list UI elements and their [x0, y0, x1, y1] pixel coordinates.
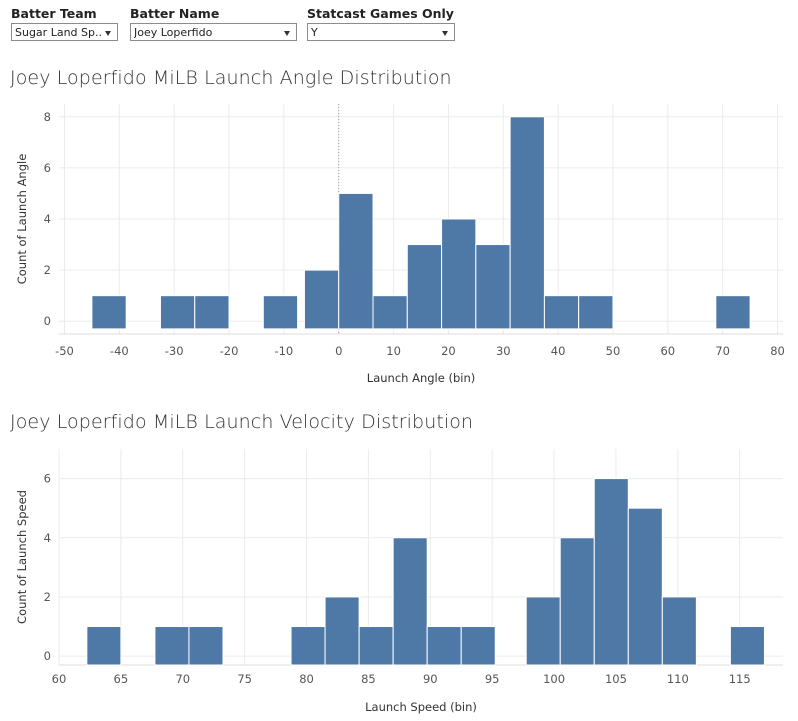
x-tick-label: -50 [55, 344, 74, 358]
histogram-bar [392, 537, 428, 666]
x-tick-label: 110 [667, 672, 689, 686]
y-tick-label: 4 [44, 531, 51, 545]
histogram-bar [358, 626, 394, 666]
histogram-bar [460, 626, 496, 666]
x-tick-label: 70 [175, 672, 190, 686]
launch-angle-histogram: -50 -40 -30 -20 -10 0 10 20 30 40 50 60 70 80 0 2 4 6 8 Lau… [15, 104, 785, 385]
y-tick-label: 0 [44, 649, 51, 663]
batter-name-label: Batter Name [130, 6, 220, 21]
y-tick-label: 0 [44, 314, 51, 328]
histogram-bar [154, 626, 190, 666]
batter-team-filter: Batter Team Sugar Land Sp... [11, 5, 118, 41]
x-tick-label: 105 [605, 672, 627, 686]
x-tick-label: -10 [274, 344, 293, 358]
x-tick-label: 100 [543, 672, 565, 686]
histogram-bar [661, 596, 697, 666]
histogram-bar [578, 295, 614, 330]
x-tick-label: 75 [237, 672, 252, 686]
x-tick-label: 85 [361, 672, 376, 686]
histogram-bar [338, 192, 374, 330]
launch-angle-chart-title: Joey Loperfido MiLB Launch Angle Distrib… [10, 67, 452, 89]
y-tick-label: 2 [44, 263, 51, 277]
batter-team-select[interactable]: Sugar Land Sp... [11, 23, 118, 41]
x-tick-label: 80 [770, 344, 785, 358]
x-tick-label: 80 [299, 672, 314, 686]
x-tick-label: -30 [165, 344, 184, 358]
statcast-games-filter: Statcast Games Only Y [307, 5, 455, 41]
histogram-bar [86, 626, 122, 666]
y-tick-label: 8 [44, 110, 51, 124]
x-axis-title: Launch Speed (bin) [365, 700, 477, 714]
histogram-bar [627, 507, 663, 666]
x-tick-label: 65 [114, 672, 129, 686]
histogram-bar [262, 295, 299, 330]
batter-name-filter: Batter Name Joey Loperfido [130, 5, 297, 41]
histogram-bar [91, 295, 127, 330]
x-tick-label: -20 [220, 344, 239, 358]
x-tick-label: 90 [423, 672, 438, 686]
y-axis-title: Count of Launch Speed [15, 490, 29, 624]
histogram-bar [290, 626, 326, 666]
statcast-games-label: Statcast Games Only [307, 6, 454, 21]
batter-name-value: Joey Loperfido [134, 26, 213, 39]
histogram-bar [509, 116, 545, 330]
x-tick-label: 60 [52, 672, 67, 686]
x-tick-label: 30 [496, 344, 511, 358]
statcast-games-select[interactable]: Y [307, 23, 455, 41]
x-tick-label: 115 [729, 672, 751, 686]
histogram-bar [559, 537, 595, 666]
y-axis-title: Count of Launch Angle [15, 154, 29, 285]
x-axis-title: Launch Angle (bin) [367, 371, 475, 385]
x-tick-label: -40 [110, 344, 129, 358]
chevron-down-icon [105, 31, 111, 36]
histogram-bar [593, 478, 629, 666]
x-tick-label: 95 [485, 672, 500, 686]
histogram-bar [159, 295, 196, 330]
chevron-down-icon [442, 31, 448, 36]
batter-team-label: Batter Team [11, 6, 97, 21]
histogram-bar [324, 596, 360, 666]
histogram-bar [525, 596, 561, 666]
x-tick-label: 60 [660, 344, 675, 358]
x-tick-label: 50 [606, 344, 621, 358]
x-tick-label: 70 [715, 344, 730, 358]
batter-name-select[interactable]: Joey Loperfido [130, 23, 297, 41]
y-tick-label: 4 [44, 212, 51, 226]
y-tick-label: 6 [44, 161, 51, 175]
x-tick-label: 40 [551, 344, 566, 358]
chevron-down-icon [284, 31, 290, 36]
x-tick-label: 10 [386, 344, 401, 358]
filter-bar: Batter Team Sugar Land Sp... Batter Name… [11, 5, 791, 45]
histogram-bar [715, 295, 751, 330]
launch-velocity-chart-title: Joey Loperfido MiLB Launch Velocity Dist… [10, 411, 474, 433]
histogram-bar [475, 244, 511, 330]
histogram-bar [441, 218, 477, 330]
statcast-games-value: Y [311, 26, 318, 39]
histogram-bar [303, 269, 340, 330]
y-tick-label: 6 [44, 472, 51, 486]
y-tick-label: 2 [44, 590, 51, 604]
batter-team-value: Sugar Land Sp... [15, 26, 103, 39]
histogram-bar [426, 626, 462, 666]
histogram-bar [188, 626, 224, 666]
x-tick-label: 20 [441, 344, 456, 358]
x-tick-label: 0 [335, 344, 342, 358]
histogram-bar [729, 626, 765, 666]
histogram-bar [194, 295, 230, 330]
